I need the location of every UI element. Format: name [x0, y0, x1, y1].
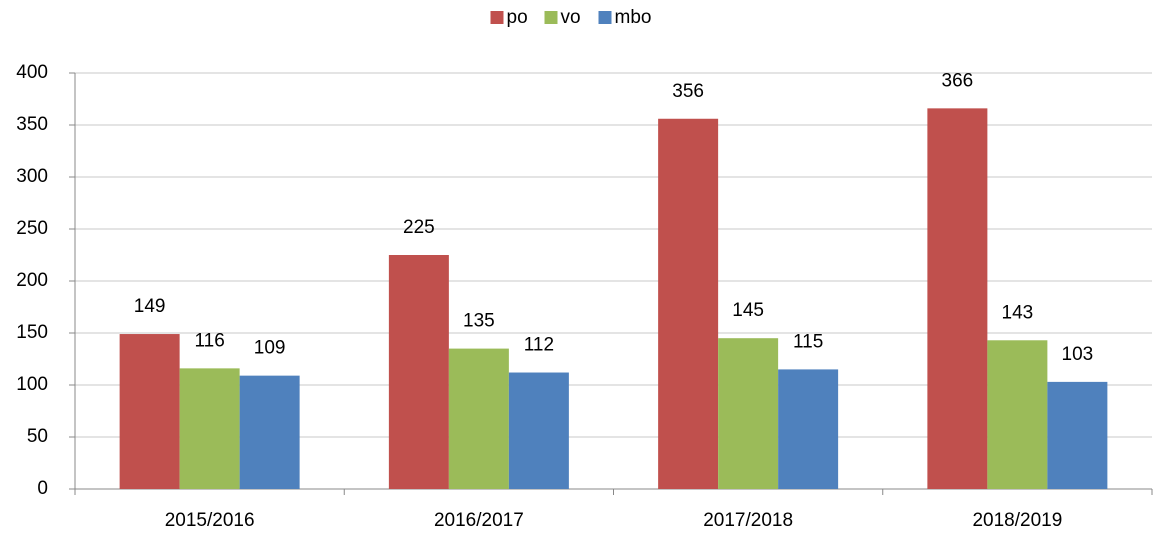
- legend-swatch: [544, 11, 558, 24]
- value-label: 112: [524, 335, 554, 356]
- bar: [179, 368, 240, 489]
- value-label: 116: [194, 330, 224, 351]
- bar: [927, 108, 988, 490]
- bar: [778, 369, 839, 489]
- y-tick-label: 0: [37, 478, 48, 499]
- legend-label: mbo: [615, 7, 652, 28]
- value-label: 109: [254, 338, 286, 359]
- y-tick-label: 50: [27, 426, 48, 447]
- bar: [1047, 381, 1108, 489]
- y-tick-label: 400: [16, 62, 48, 83]
- value-label: 135: [463, 311, 495, 332]
- y-tick-label: 350: [16, 114, 48, 135]
- y-tick-label: 100: [16, 374, 48, 395]
- value-label: 225: [403, 217, 435, 238]
- value-label: 143: [1002, 302, 1034, 323]
- value-label: 115: [793, 331, 823, 352]
- value-label: 103: [1062, 344, 1094, 365]
- legend-label: po: [507, 7, 528, 28]
- bar: [388, 255, 449, 489]
- value-label: 356: [672, 81, 704, 102]
- bar: [658, 118, 719, 489]
- bar: [718, 338, 779, 489]
- bar: [448, 348, 509, 489]
- bar: [987, 340, 1048, 489]
- legend-swatch: [598, 11, 612, 24]
- legend-swatch: [490, 11, 504, 24]
- value-label: 149: [134, 296, 166, 317]
- x-tick-label: 2016/2017: [434, 510, 524, 531]
- y-tick-label: 200: [16, 270, 48, 291]
- x-tick-label: 2018/2019: [972, 510, 1062, 531]
- value-label: 366: [942, 70, 974, 91]
- legend-label: vo: [561, 7, 581, 28]
- bar: [119, 334, 180, 489]
- y-tick-label: 300: [16, 166, 48, 187]
- value-label: 145: [732, 300, 764, 321]
- y-tick-label: 150: [16, 322, 48, 343]
- x-tick-label: 2015/2016: [165, 510, 255, 531]
- y-tick-label: 250: [16, 218, 48, 239]
- bar: [239, 375, 300, 489]
- x-tick-label: 2017/2018: [703, 510, 793, 531]
- bar: [508, 372, 569, 489]
